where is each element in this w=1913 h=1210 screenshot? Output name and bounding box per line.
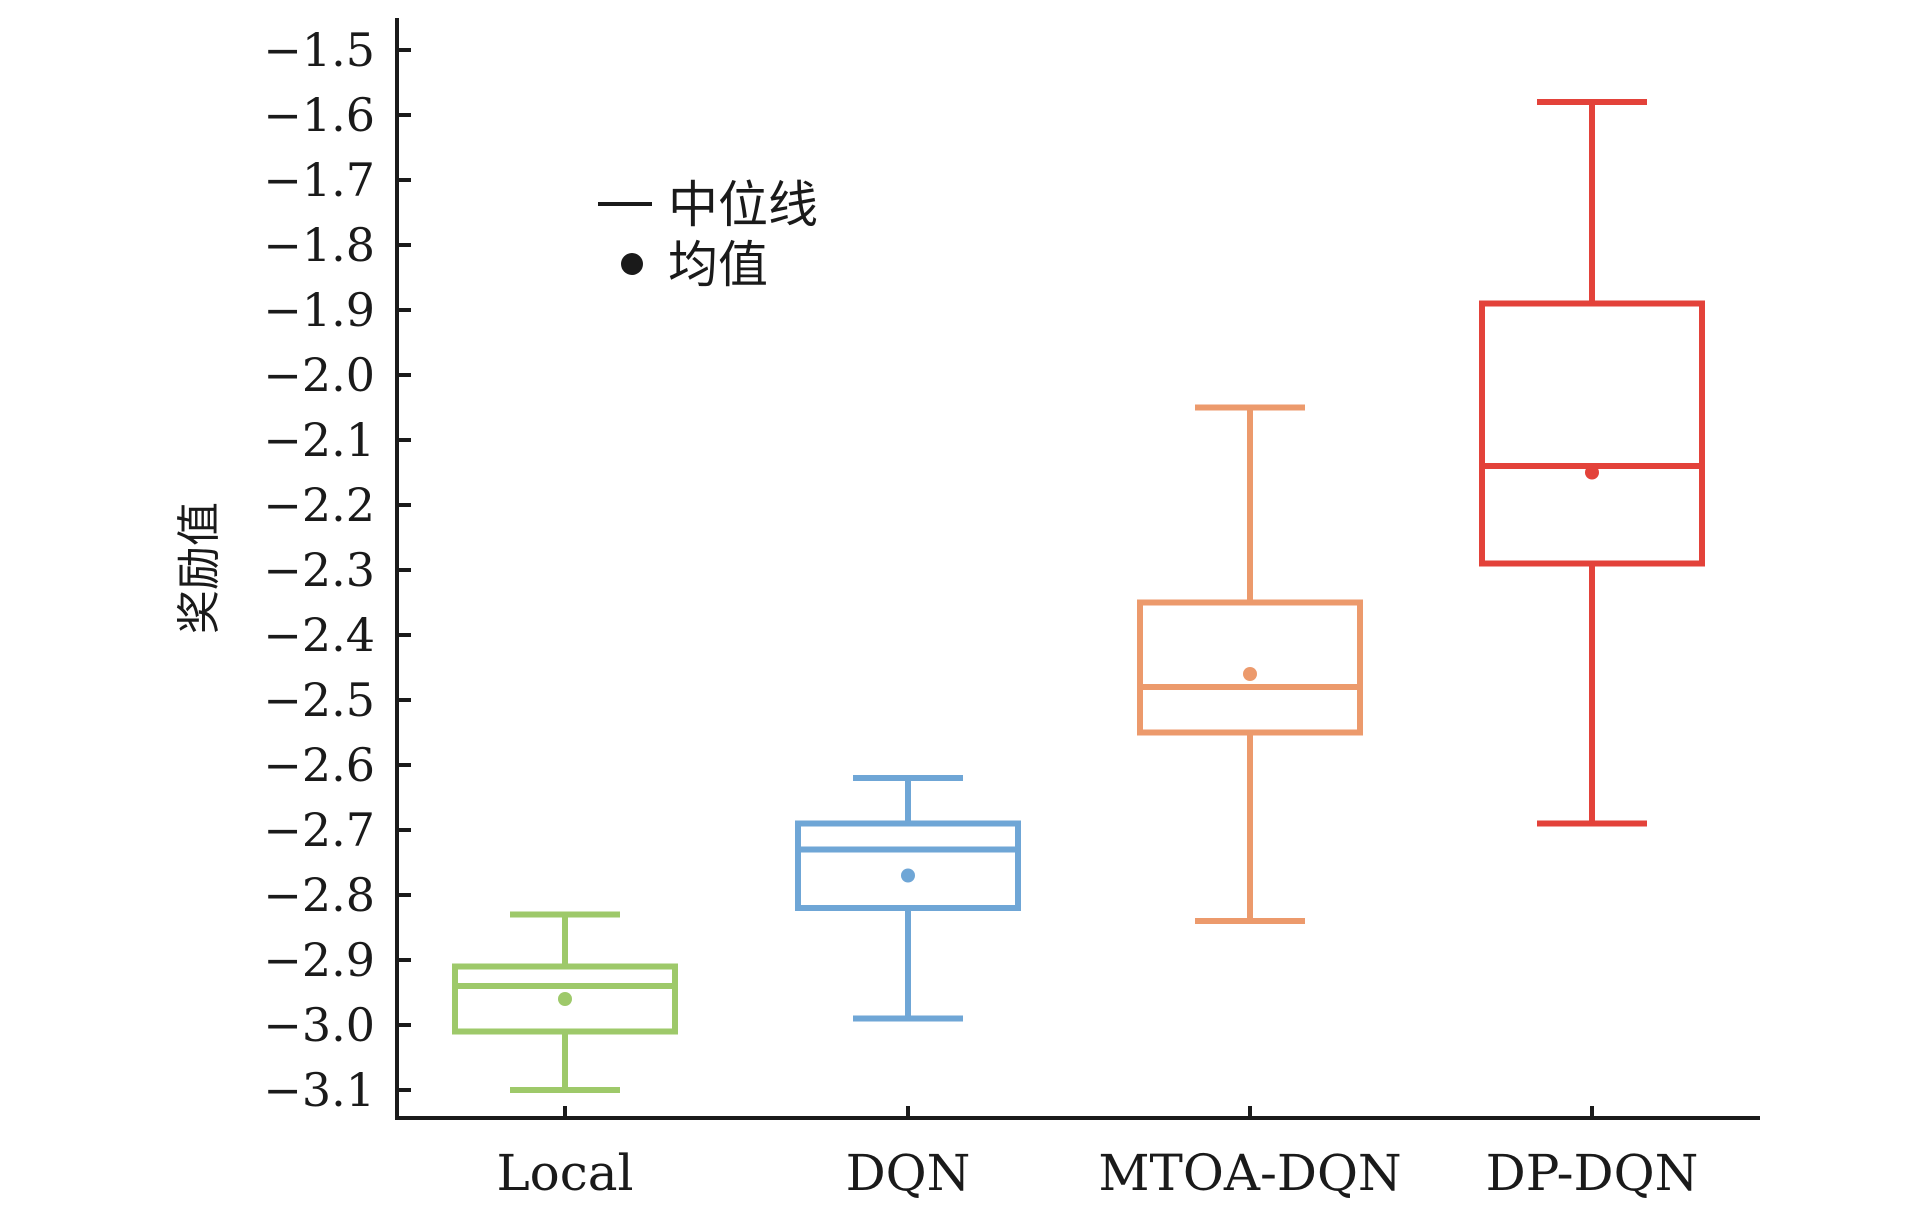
y-tick-label: −2.5 — [263, 673, 375, 727]
box-dqn — [795, 775, 1021, 1022]
box-local — [452, 911, 678, 1093]
y-tick-label: −3.1 — [263, 1063, 375, 1117]
y-axis-label: 奖励值 — [174, 502, 225, 634]
legend-mean-label: 均值 — [668, 236, 768, 294]
iqr-box — [1479, 300, 1705, 567]
iqr-box — [795, 820, 1021, 911]
y-tick-label: −2.6 — [263, 738, 375, 792]
box-series — [452, 99, 1705, 1093]
y-tick-label: −2.8 — [263, 868, 375, 922]
y-tick-label: −1.6 — [263, 88, 375, 142]
y-tick-label: −2.7 — [263, 803, 375, 857]
mean-point — [1585, 465, 1599, 480]
iqr-box — [452, 963, 678, 1035]
y-tick-label: −2.9 — [263, 933, 375, 987]
legend-median-label: 中位线 — [668, 176, 818, 234]
axes — [395, 18, 1760, 1120]
iqr-box — [1137, 599, 1363, 736]
x-tick-label: MTOA-DQN — [1098, 1144, 1401, 1202]
legend: 中位线 均值 — [598, 176, 818, 294]
y-axis-ticks: −1.5 −1.6 −1.7 −1.8 −1.9 −2.0 −2.1 −2.2 −2.3 −2.4… — [263, 23, 411, 1117]
y-tick-label: −1.7 — [263, 153, 375, 207]
y-tick-label: −3.0 — [263, 998, 375, 1052]
x-tick-label: Local — [496, 1144, 633, 1202]
y-tick-label: −1.9 — [263, 283, 375, 337]
y-tick-label: −2.1 — [263, 413, 375, 467]
mean-point — [558, 992, 572, 1006]
x-axis-ticks: Local DQN MTOA-DQN DP-DQN — [496, 1106, 1698, 1202]
y-tick-label: −2.0 — [263, 348, 375, 402]
x-tick-label: DP-DQN — [1486, 1144, 1699, 1202]
y-tick-label: −2.3 — [263, 543, 375, 597]
y-tick-label: −2.4 — [263, 608, 375, 662]
box-mtoa-dqn — [1137, 404, 1363, 924]
x-tick-label: DQN — [846, 1144, 971, 1202]
mean-point — [901, 868, 915, 883]
legend-mean-swatch — [621, 253, 643, 275]
y-tick-label: −1.8 — [263, 218, 375, 272]
mean-point — [1243, 667, 1257, 681]
y-tick-label: −2.2 — [263, 478, 375, 532]
box-dp-dqn — [1479, 99, 1705, 827]
y-tick-label: −1.5 — [263, 23, 375, 77]
